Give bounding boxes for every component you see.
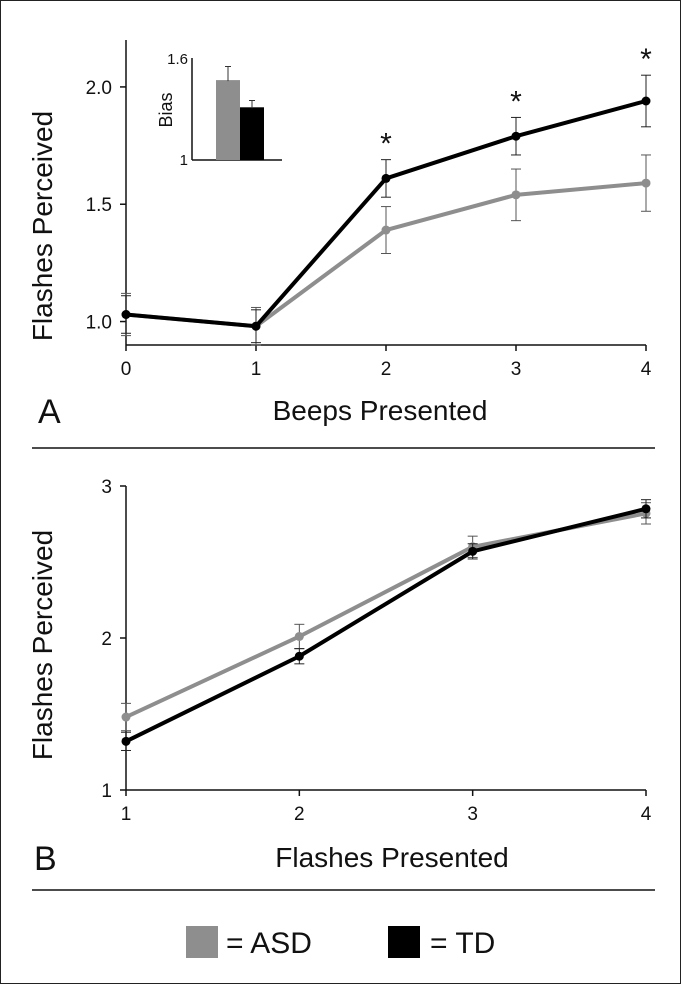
legend-asd-label: = ASD	[226, 927, 312, 960]
legend: = ASD = TD	[186, 926, 495, 960]
panel-b-label: B	[34, 840, 57, 878]
panel-b-asd-point	[121, 712, 131, 722]
panel-b-xtick-label: 4	[641, 804, 652, 825]
panel-a-ytick-label: 1.5	[86, 195, 112, 216]
panel-a-xlabel: Beeps Presented	[273, 395, 488, 426]
panel-a-asd-point	[381, 225, 391, 235]
panel-b-xtick-label: 1	[121, 804, 132, 825]
panel-b-asd-point	[294, 631, 304, 641]
panel-b-xlabel: Flashes Presented	[275, 842, 508, 873]
panel-a-asd-point	[511, 190, 521, 200]
panel-a-significance-star: *	[380, 128, 392, 161]
panel-b-td-point	[468, 546, 478, 556]
panel-a-chart: 1.0 1.5 2.0 0 1 2 3 4 * * * 1.6 1 Bias Flashes Perc…	[27, 40, 652, 431]
panel-b-ylabel: Flashes Perceived	[27, 530, 58, 760]
panel-a-axes: 1.0 1.5 2.0 0 1 2 3 4	[86, 40, 652, 380]
panel-a-td-point	[511, 131, 521, 141]
panel-b-xtick-label: 2	[294, 804, 305, 825]
panel-a-significance-star: *	[640, 43, 652, 76]
panel-a-significance-star: *	[510, 85, 522, 118]
panel-a-xtick-label: 1	[251, 359, 262, 380]
inset-ylabel: Bias	[156, 92, 176, 127]
panel-a-asd-point	[641, 178, 651, 188]
panel-b-asd-line	[125, 511, 647, 719]
panel-b-ytick-label: 2	[101, 629, 112, 650]
panel-a-ytick-label: 1.0	[86, 313, 112, 334]
panel-b-ytick-label: 1	[101, 781, 112, 802]
inset-ytick-label: 1.6	[167, 51, 188, 68]
panel-b-ytick-label: 3	[101, 477, 112, 498]
panel-b-td-line	[125, 506, 647, 744]
panel-a-td-point	[251, 321, 261, 331]
panel-a-ytick-label: 2.0	[86, 78, 112, 99]
panel-b-td-point	[641, 504, 651, 514]
panel-a-significance: * * *	[380, 43, 652, 160]
panel-a-xtick-label: 2	[381, 359, 392, 380]
panel-a-ylabel: Flashes Perceived	[27, 111, 58, 341]
panel-b-chart: 1 2 3 1 2 3 4 Flashes Perceived Flashes Presen…	[27, 477, 652, 878]
panel-a-inset: 1.6 1 Bias	[156, 51, 282, 169]
panel-a-td-point	[641, 96, 651, 106]
inset-bar-td	[240, 107, 264, 160]
panel-a-xtick-label: 4	[641, 359, 652, 380]
panel-b-axes: 1 2 3 1 2 3 4	[101, 477, 651, 825]
panel-a-xtick-label: 3	[511, 359, 522, 380]
inset-bar-asd	[216, 80, 240, 160]
inset-ytick-label: 1	[180, 152, 188, 169]
legend-td-swatch	[388, 926, 420, 958]
panel-a-td-point	[121, 310, 131, 319]
legend-asd-swatch	[186, 926, 218, 958]
panel-a-label: A	[38, 393, 61, 431]
panel-a-xtick-label: 0	[121, 359, 132, 380]
panel-b-xtick-label: 3	[467, 804, 478, 825]
panel-a-td-point	[381, 173, 391, 183]
panel-b-td-point	[294, 651, 304, 661]
panel-a-asd-line	[125, 181, 647, 329]
panel-a-series	[121, 74, 651, 346]
panel-b-series	[121, 499, 651, 751]
panel-b-td-point	[121, 736, 131, 746]
legend-td-label: = TD	[430, 927, 495, 960]
